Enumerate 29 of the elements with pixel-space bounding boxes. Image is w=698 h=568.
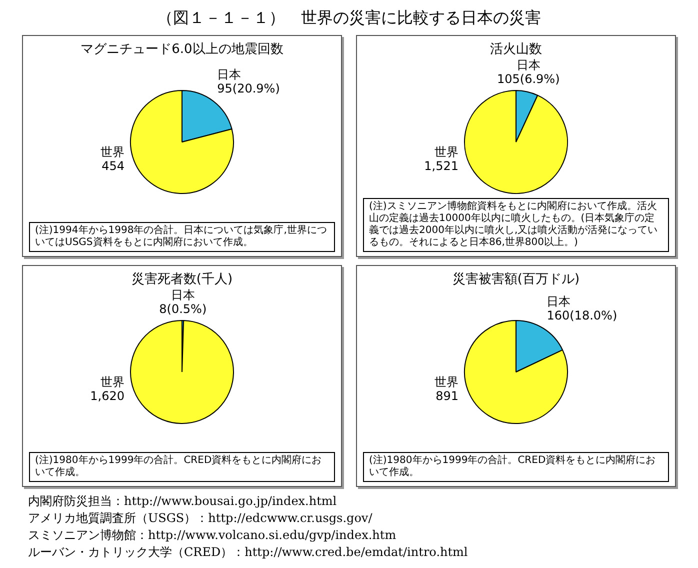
text: (注)1994年から1998年の合計。日本については気象庁,世界についてはUSGS資料をもとに内閣府において作成。 [29, 222, 335, 252]
chart-title: 活火山数 [490, 41, 542, 58]
slice-label: 世界 [434, 145, 458, 160]
text: 891 [436, 389, 458, 404]
text: （図１－１－１） 世界の災害に比較する日本の災害 [156, 8, 542, 29]
slice-label: 日本 [170, 288, 195, 302]
slice-label: 日本 [516, 58, 540, 72]
slice-label: 日本 [546, 294, 571, 309]
chart-title: マグニチュード6.0以上の地震回数 [80, 41, 284, 58]
text: 1,620 [90, 389, 124, 404]
text: (注)スミソニアン博物館資料をもとに内閣府において作成。活火山の定義は過去10000年以内に噴火したもの。(日本気象庁の定義では過去2000年以内に噴火し,又は噴火活動が活発になっているもの。それによると日本86,世界800以上。) [363, 198, 669, 252]
data-label: 160(18.0%) [546, 308, 618, 323]
text: ルーバン・カトリック大学（CRED）：http://www.cred.be/emdat/intro.html [28, 544, 469, 561]
slice-label: 世界 [100, 375, 124, 390]
data-label: 95(20.9%) [217, 82, 280, 96]
data-label: 8(0.5%) [159, 302, 207, 316]
text: スミソニアン博物館：http://www.volcano.si.edu/gvp/index.htm [28, 527, 398, 544]
data-label: 105(6.9%) [496, 72, 560, 86]
text: 1,521 [424, 159, 458, 174]
text: (注)1980年から1999年の合計。CRED資料をもとに内閣府において作成。 [29, 452, 335, 482]
slice-label: 世界 [434, 375, 458, 390]
text: (注)1980年から1999年の合計。CRED資料をもとに内閣府において作成。 [363, 452, 669, 482]
chart-title: 災害被害額(百万ドル) [452, 271, 580, 288]
chart-title: 災害死者数(千人) [131, 271, 233, 288]
text: 内閣府防災担当：http://www.bousai.go.jp/index.html [28, 493, 338, 510]
text: アメリカ地質調査所（USGS）：http://edcwww.cr.usgs.gov/ [28, 510, 374, 527]
text: 454 [102, 159, 124, 174]
slice-label: 世界 [100, 145, 124, 160]
slice-label: 日本 [217, 68, 242, 82]
